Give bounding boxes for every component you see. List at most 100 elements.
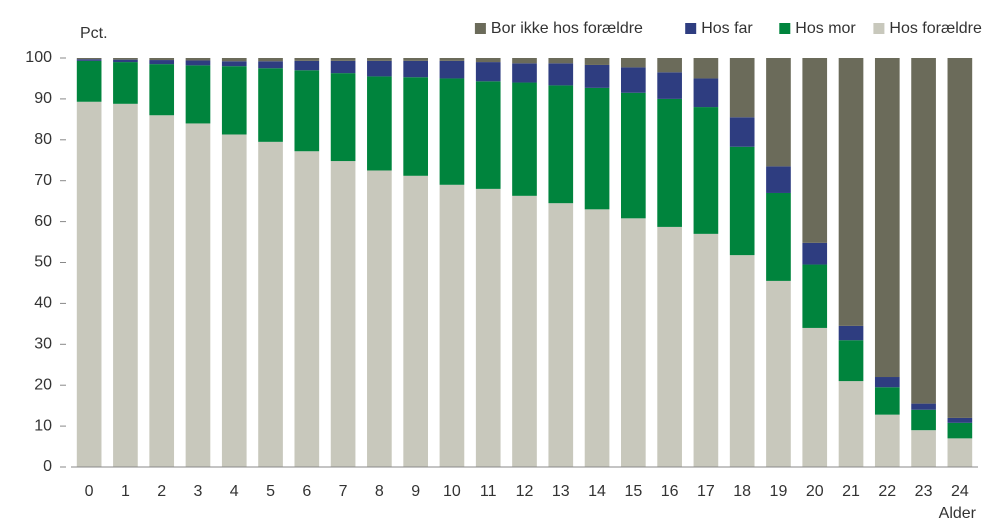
bar-segment	[838, 58, 864, 326]
bar-segment	[548, 63, 574, 86]
bar-segment	[729, 146, 755, 256]
bar-segment	[911, 58, 936, 404]
bar-segment	[874, 414, 900, 467]
bar-segment	[439, 184, 465, 468]
bar-segment	[621, 58, 646, 68]
bar-segment	[802, 327, 828, 467]
bar-segment	[221, 58, 247, 62]
bar-segment	[766, 192, 791, 281]
x-tick-label: 2	[157, 483, 166, 500]
bar-segment	[439, 60, 465, 79]
legend-swatch	[779, 23, 791, 34]
bar-segment	[729, 58, 755, 118]
bar-segment	[185, 58, 211, 61]
bar-segment	[621, 92, 646, 219]
bar-segment	[439, 58, 465, 61]
legend-swatch	[873, 23, 885, 34]
x-tick-label: 14	[588, 483, 606, 500]
x-tick-label: 24	[951, 483, 969, 500]
bar-segment	[330, 58, 356, 61]
bar-segment	[185, 65, 211, 124]
bar-segment	[367, 58, 392, 61]
legend-swatch	[474, 23, 486, 34]
y-tick-label: 60	[34, 213, 52, 230]
bar-segment	[113, 58, 138, 60]
y-tick-label: 100	[25, 49, 52, 66]
bar-segment	[621, 218, 646, 467]
x-tick-label: 18	[733, 483, 751, 500]
bar-segment	[475, 58, 501, 63]
y-tick-label: 50	[34, 254, 52, 271]
bar-segment	[76, 59, 102, 61]
x-tick-label: 6	[302, 483, 311, 500]
bar-segment	[874, 58, 900, 378]
bar-segment	[475, 81, 501, 189]
bar-segment	[802, 58, 828, 243]
bar-segment	[548, 85, 574, 204]
bar-segment	[512, 82, 537, 196]
bar-segment	[403, 60, 428, 78]
bar-segment	[729, 117, 755, 147]
bar-segment	[693, 233, 719, 467]
bar-segment	[512, 63, 537, 83]
bar-segment	[802, 264, 828, 328]
y-tick-label: 10	[34, 417, 52, 434]
bar-segment	[439, 78, 465, 185]
bar-segment	[838, 325, 864, 341]
bar-segment	[330, 60, 356, 74]
x-tick-label: 7	[339, 483, 348, 500]
bar-segment	[76, 60, 102, 102]
bar-segment	[113, 62, 138, 104]
legend-label: Hos far	[701, 20, 753, 37]
bar-segment	[221, 134, 247, 467]
y-tick-label: 70	[34, 172, 52, 189]
bar-segment	[113, 103, 138, 468]
bar-segment	[367, 60, 392, 77]
x-tick-label: 17	[697, 483, 715, 500]
bar-segment	[367, 76, 392, 171]
bar-segment	[657, 226, 682, 467]
bar-segment	[294, 151, 320, 467]
bar-segment	[874, 377, 900, 388]
bar-segment	[657, 58, 682, 73]
bar-segment	[766, 280, 791, 467]
bar-segment	[947, 422, 973, 439]
bar-segment	[221, 66, 247, 135]
bar-segment	[947, 417, 973, 423]
bar-segment	[584, 64, 610, 88]
x-axis-label: Alder	[939, 505, 977, 522]
bar-segment	[874, 387, 900, 415]
y-tick-label: 0	[43, 458, 52, 475]
x-tick-label: 20	[806, 483, 824, 500]
bar-segment	[258, 141, 283, 467]
x-tick-label: 12	[516, 483, 534, 500]
bar-segment	[330, 161, 356, 467]
bar-segment	[185, 60, 211, 66]
bar-segment	[766, 166, 791, 193]
x-tick-label: 9	[411, 483, 420, 500]
bar-segment	[475, 188, 501, 467]
y-tick-label: 90	[34, 90, 52, 107]
bar-segment	[911, 409, 936, 431]
x-tick-label: 0	[85, 483, 94, 500]
x-tick-label: 16	[661, 483, 679, 500]
bar-segment	[149, 60, 175, 65]
bar-segment	[403, 77, 428, 176]
bar-segment	[693, 58, 719, 79]
bar-segment	[621, 67, 646, 93]
bar-segment	[113, 59, 138, 63]
bar-segment	[584, 58, 610, 65]
bar-segment	[185, 123, 211, 467]
bar-segment	[367, 170, 392, 467]
bar-segment	[693, 78, 719, 108]
y-tick-label: 20	[34, 376, 52, 393]
bar-segment	[729, 255, 755, 467]
x-tick-label: 4	[230, 483, 239, 500]
bar-segment	[838, 340, 864, 382]
bar-segment	[149, 115, 175, 467]
x-tick-label: 11	[480, 483, 497, 500]
y-axis-label: Pct.	[80, 25, 108, 42]
bar-segment	[475, 62, 501, 82]
bar-segment	[657, 72, 682, 99]
